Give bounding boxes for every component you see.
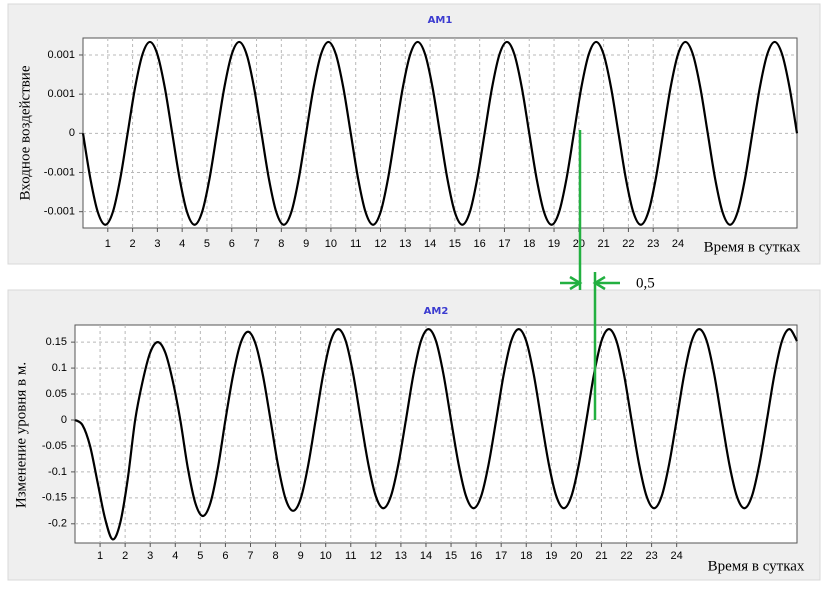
x-tick-label: 15	[449, 238, 461, 250]
x-axis-label: Время в сутках	[704, 239, 801, 255]
x-tick-label: 15	[445, 550, 457, 562]
x-tick-label: 16	[474, 238, 486, 250]
y-tick-label: -0.05	[42, 440, 67, 452]
x-tick-label: 8	[278, 238, 284, 250]
y-tick-label: 0.15	[46, 336, 67, 348]
y-tick-label: -0.001	[44, 206, 75, 218]
x-tick-label: 21	[595, 550, 607, 562]
x-tick-label: 10	[325, 238, 337, 250]
chart-title: AM1	[428, 15, 453, 26]
x-tick-label: 1	[105, 238, 111, 250]
x-tick-label: 8	[272, 550, 278, 562]
x-tick-label: 5	[204, 238, 210, 250]
y-tick-label: 0	[61, 414, 67, 426]
x-tick-label: 7	[247, 550, 253, 562]
y-tick-label: 0.05	[46, 388, 67, 400]
x-tick-label: 2	[130, 238, 136, 250]
arrow-head	[592, 275, 606, 291]
x-tick-label: 12	[370, 550, 382, 562]
x-tick-label: 18	[523, 238, 535, 250]
x-tick-label: 5	[197, 550, 203, 562]
x-tick-label: 12	[374, 238, 386, 250]
x-tick-label: 22	[622, 238, 634, 250]
y-tick-label: -0.1	[48, 466, 67, 478]
x-tick-label: 16	[470, 550, 482, 562]
y-axis-label: Изменение уровня в м.	[13, 362, 29, 508]
x-tick-label: 14	[420, 550, 432, 562]
x-tick-label: 3	[147, 550, 153, 562]
x-tick-label: 18	[520, 550, 532, 562]
x-tick-label: 10	[320, 550, 332, 562]
x-tick-label: 1	[97, 550, 103, 562]
x-tick-label: 4	[179, 238, 185, 250]
chart-title: AM2	[424, 306, 449, 317]
x-tick-label: 6	[229, 238, 235, 250]
x-tick-label: 4	[172, 550, 178, 562]
x-tick-label: 20	[570, 550, 582, 562]
x-tick-label: 17	[498, 238, 510, 250]
x-tick-label: 7	[253, 238, 259, 250]
x-tick-label: 23	[645, 550, 657, 562]
arrow-head	[569, 275, 583, 291]
y-tick-label: 0.001	[47, 49, 75, 61]
y-tick-label: -0.001	[44, 166, 75, 178]
x-tick-label: 11	[345, 550, 356, 562]
x-tick-label: 9	[303, 238, 309, 250]
x-tick-label: 21	[598, 238, 610, 250]
x-tick-label: 13	[395, 550, 407, 562]
x-tick-label: 17	[495, 550, 507, 562]
x-tick-label: 19	[548, 238, 560, 250]
x-tick-label: 24	[671, 550, 683, 562]
x-tick-label: 24	[672, 238, 684, 250]
data-line	[74, 328, 798, 541]
y-tick-label: 0.001	[47, 88, 75, 100]
data-line	[81, 40, 799, 226]
y-axis-label: Входное воздействие	[17, 65, 33, 200]
phase-annotation	[560, 130, 620, 420]
x-tick-label: 22	[620, 550, 632, 562]
x-tick-label: 2	[122, 550, 128, 562]
y-tick-label: 0	[69, 127, 75, 139]
y-tick-label: 0.1	[52, 362, 67, 374]
x-tick-label: 19	[545, 550, 557, 562]
x-tick-label: 3	[154, 238, 160, 250]
x-tick-label: 11	[350, 238, 361, 250]
x-tick-label: 13	[399, 238, 411, 250]
annotation: 0,5	[636, 275, 655, 291]
x-tick-label: 9	[298, 550, 304, 562]
y-tick-label: -0.15	[42, 492, 67, 504]
x-tick-label: 23	[647, 238, 659, 250]
x-tick-label: 6	[222, 550, 228, 562]
x-tick-label: 14	[424, 238, 436, 250]
x-axis-label: Время в сутках	[708, 558, 805, 574]
y-tick-label: -0.2	[48, 518, 67, 530]
